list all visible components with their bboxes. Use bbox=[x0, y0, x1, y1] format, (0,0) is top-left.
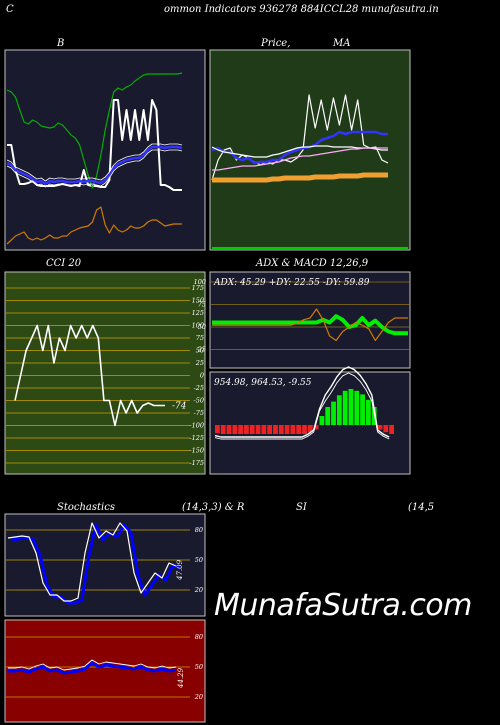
stochastics-title: Stochastics bbox=[57, 502, 115, 513]
cci-tick-label: 175 bbox=[192, 284, 204, 292]
stochastics-tick-label: 50 bbox=[195, 556, 203, 564]
macd-histogram-bar bbox=[249, 425, 255, 434]
price-ma-title: Price, bbox=[261, 38, 291, 49]
bollinger-title: B bbox=[57, 38, 65, 49]
cci-tick-label: -125 bbox=[189, 434, 204, 442]
cci-tick-label: -100 bbox=[189, 422, 204, 430]
adx-tick-label: 50 bbox=[198, 323, 206, 331]
rsi-value-label: 44.29 bbox=[177, 667, 185, 689]
macd-line bbox=[214, 366, 390, 438]
macd-histogram-bar bbox=[244, 425, 249, 434]
cci-tick-label: 75 bbox=[196, 334, 204, 342]
cci-value-label: -74 bbox=[172, 402, 187, 412]
macd-histogram-bar bbox=[325, 407, 331, 425]
macd-histogram-bar bbox=[348, 389, 354, 425]
cci-tick-label: -150 bbox=[189, 447, 204, 455]
stochastics-d-line bbox=[7, 522, 177, 602]
price-ma-title-2: MA bbox=[333, 38, 351, 49]
macd-signal-line bbox=[214, 372, 390, 440]
macd-readout: 954.98, 964.53, -9.55 bbox=[214, 378, 312, 388]
cci-tick-label: -25 bbox=[194, 384, 204, 392]
adx-tick-label: 100 bbox=[194, 278, 206, 286]
adx-title: ADX & MACD 12,26,9 bbox=[256, 258, 369, 269]
macd-histogram-bar bbox=[232, 425, 238, 434]
macd-histogram-bar bbox=[238, 425, 244, 434]
stochastics-params: (14,3,3) & R bbox=[182, 502, 245, 513]
macd-histogram-bar bbox=[383, 425, 389, 433]
adx-series-0 bbox=[212, 314, 408, 336]
cci-tick-label: 125 bbox=[192, 309, 204, 317]
rsi-tick-label: 20 bbox=[194, 693, 203, 701]
macd-histogram-bar bbox=[331, 401, 336, 425]
rsi-title: SI bbox=[296, 502, 307, 513]
cci-tick-label: 25 bbox=[195, 359, 204, 367]
stochastics-value-label: 47.09 bbox=[176, 559, 184, 581]
price-ma-series-2 bbox=[211, 145, 388, 158]
cci-line bbox=[14, 324, 165, 427]
rsi-line bbox=[8, 661, 177, 675]
cci-tick-label: 150 bbox=[192, 297, 204, 305]
price-ma-series-4 bbox=[212, 172, 388, 183]
cci-tick-label: -50 bbox=[194, 397, 204, 405]
macd-histogram-bar bbox=[307, 425, 313, 433]
price-ma-series-0 bbox=[211, 94, 389, 181]
price-ma-series-1 bbox=[211, 130, 388, 165]
macd-histogram-bar bbox=[389, 425, 394, 434]
macd-histogram-bar bbox=[365, 399, 371, 425]
cci-tick-label: 0 bbox=[200, 372, 204, 380]
macd-histogram-bar bbox=[313, 425, 319, 430]
macd-histogram-bar bbox=[261, 425, 267, 434]
macd-histogram-bar bbox=[215, 425, 220, 434]
macd-histogram-bar bbox=[342, 390, 348, 425]
stochastics-tick-label: 20 bbox=[194, 586, 203, 594]
bollinger-series-3 bbox=[6, 206, 182, 245]
macd-histogram-bar bbox=[273, 425, 278, 434]
cci-tick-label: 100 bbox=[192, 322, 204, 330]
adx-tick-label: 25 bbox=[197, 346, 206, 354]
rsi-tick-label: 80 bbox=[195, 633, 203, 641]
cci-tick-label: -75 bbox=[194, 409, 204, 417]
macd-histogram-bar bbox=[319, 416, 325, 425]
watermark: MunafaSutra.com bbox=[214, 588, 472, 623]
macd-histogram-bar bbox=[255, 425, 261, 434]
macd-histogram-bar bbox=[290, 425, 296, 434]
header-title: ommon Indicators 936278 884ICCL28 munafa… bbox=[164, 4, 439, 15]
macd-histogram-bar bbox=[377, 425, 383, 430]
macd-histogram-bar bbox=[220, 425, 226, 434]
macd-histogram-bar bbox=[296, 425, 302, 434]
macd-histogram-bar bbox=[226, 425, 232, 434]
macd-histogram-bar bbox=[278, 425, 284, 434]
macd-histogram-bar bbox=[267, 425, 273, 434]
adx-series-1 bbox=[212, 308, 408, 342]
cci-tick-label: -175 bbox=[189, 459, 204, 467]
bollinger-upper-band bbox=[6, 143, 183, 182]
bollinger-lower-band bbox=[6, 149, 183, 188]
macd-histogram-bar bbox=[302, 425, 307, 434]
rsi-params: (14,5 bbox=[408, 502, 435, 513]
macd-histogram-bar bbox=[360, 394, 365, 425]
bollinger-series-2 bbox=[6, 145, 183, 186]
header-left-letter: C bbox=[6, 4, 14, 15]
adx-readout: ADX: 45.29 +DY: 22.55 -DY: 59.89 bbox=[213, 278, 370, 288]
macd-histogram-bar bbox=[284, 425, 290, 434]
cci-panel bbox=[4, 271, 206, 475]
cci-tick-label: 50 bbox=[196, 347, 204, 355]
stochastics-k-line bbox=[11, 523, 181, 605]
cci-title: CCI 20 bbox=[46, 258, 82, 269]
stochastics-tick-label: 80 bbox=[195, 526, 203, 534]
macd-histogram-bar bbox=[336, 395, 342, 425]
rsi-tick-label: 50 bbox=[195, 663, 203, 671]
price-ma-series-3 bbox=[212, 147, 388, 171]
adx-tick-label: 75 bbox=[198, 301, 206, 309]
macd-histogram-bar bbox=[354, 390, 360, 425]
rsi-signal-line bbox=[8, 659, 177, 671]
